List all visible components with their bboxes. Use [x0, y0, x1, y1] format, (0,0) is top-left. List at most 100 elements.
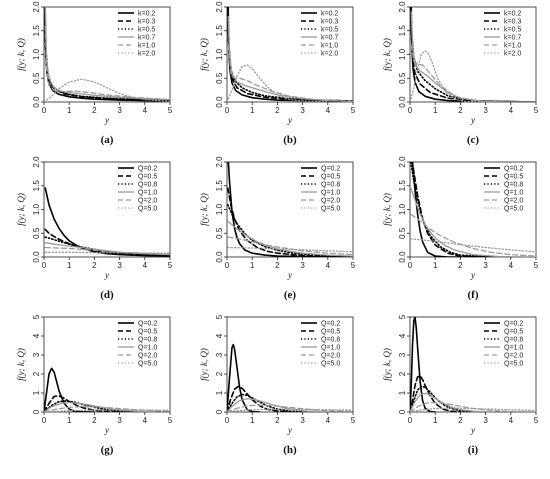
x-tick-label: 0: [408, 261, 413, 270]
series-line-k2.0: [44, 78, 170, 102]
x-tick-label: 1: [67, 106, 72, 115]
x-tick-label: 2: [458, 416, 463, 425]
x-tick-label: 0: [225, 416, 230, 425]
y-tick-label: 0.0: [215, 251, 224, 263]
series-line-Q0.2: [410, 317, 436, 412]
legend-label: k=2.0: [504, 51, 521, 58]
legend-label: k=0.2: [138, 11, 155, 18]
x-axis-label: y: [287, 115, 292, 125]
x-tick-label: 3: [300, 416, 305, 425]
legend-label: Q=1.0: [321, 345, 340, 352]
x-tick-label: 2: [92, 106, 97, 115]
x-tick-label: 2: [92, 261, 97, 270]
legend-label: Q=5.0: [504, 361, 523, 368]
series-line-Q5.0: [44, 251, 170, 254]
x-tick-label: 3: [300, 106, 305, 115]
legend-label: Q=0.5: [321, 174, 340, 181]
legend-label: Q=0.5: [138, 329, 157, 336]
panel-a: 0 1 2 3 4 50.00.51.01.52.0yf(y; k, Q)k=0.2k=0…: [16, 1, 173, 146]
x-tick-label: 3: [483, 261, 488, 270]
y-tick-label: 5: [32, 314, 41, 319]
series-line-Q1.0: [410, 187, 536, 257]
x-tick-label: 5: [534, 106, 539, 115]
legend-label: k=0.5: [321, 27, 338, 34]
x-tick-label: 4: [326, 261, 331, 270]
y-tick-label: 2.0: [32, 156, 41, 168]
x-tick-label: 4: [326, 106, 331, 115]
legend-label: Q=1.0: [138, 345, 157, 352]
x-tick-label: 0: [408, 416, 413, 425]
x-tick-label: 5: [351, 261, 356, 270]
x-axis-label: y: [470, 270, 475, 280]
legend-label: Q=0.8: [321, 182, 340, 189]
panel-b: 0 1 2 3 4 50.00.51.01.52.0yf(y; k, Q)k=0.2k=0…: [199, 1, 356, 146]
y-tick-label: 0: [398, 409, 407, 414]
legend-label: k=0.3: [504, 19, 521, 26]
x-tick-label: 3: [483, 416, 488, 425]
y-axis-label: f(y; k, Q): [199, 348, 209, 381]
series-line-Q5.0: [227, 408, 353, 412]
x-tick-label: 4: [509, 416, 514, 425]
legend-label: k=2.0: [321, 51, 338, 58]
legend-label: Q=0.8: [321, 337, 340, 344]
series-line-Q2.0: [227, 236, 353, 256]
series-line-k1.0: [44, 25, 170, 101]
y-tick-label: 0.0: [32, 251, 41, 263]
legend-label: Q=0.2: [504, 166, 523, 173]
legend-label: Q=2.0: [138, 353, 157, 360]
x-tick-label: 3: [117, 261, 122, 270]
x-axis-label: y: [470, 115, 475, 125]
y-axis-label: f(y; k, Q): [16, 348, 26, 381]
x-tick-label: 4: [143, 261, 148, 270]
x-tick-label: 5: [168, 416, 173, 425]
x-tick-label: 5: [351, 106, 356, 115]
x-tick-label: 0: [408, 106, 413, 115]
legend-label: Q=0.2: [321, 321, 340, 328]
legend-label: Q=0.8: [138, 337, 157, 344]
legend-label: Q=0.5: [504, 174, 523, 181]
x-tick-label: 0: [225, 106, 230, 115]
x-tick-label: 0: [42, 106, 47, 115]
legend-label: k=0.3: [321, 19, 338, 26]
legend-label: Q=0.2: [138, 321, 157, 328]
series-line-Q5.0: [410, 407, 536, 412]
x-tick-label: 5: [351, 416, 356, 425]
panel-c: 0 1 2 3 4 50.00.51.01.52.0yf(y; k, Q)k=0.2k=0…: [382, 1, 539, 146]
x-tick-label: 2: [92, 416, 97, 425]
series-line-Q0.5: [410, 375, 462, 412]
legend-label: Q=0.8: [138, 182, 157, 189]
y-tick-label: 2.0: [398, 1, 407, 13]
x-tick-label: 0: [42, 261, 47, 270]
legend-label: Q=1.0: [321, 190, 340, 197]
y-tick-label: 1.5: [398, 180, 407, 192]
y-axis-label: f(y; k, Q): [16, 193, 26, 226]
panel-caption: (g): [101, 444, 114, 456]
x-tick-label: 5: [168, 261, 173, 270]
series-line-Q2.0: [44, 406, 170, 412]
y-tick-label: 0.0: [32, 96, 41, 108]
series-line-Q2.0: [410, 401, 536, 412]
y-tick-label: 1.0: [32, 48, 41, 60]
series-line-Q1.0: [44, 242, 170, 256]
panel-d: 0 1 2 3 4 50.00.51.01.52.0yf(y; k, Q)Q=0.2Q=0…: [16, 156, 173, 301]
legend-label: Q=2.0: [138, 198, 157, 205]
legend-label: Q=1.0: [138, 190, 157, 197]
y-tick-label: 0.5: [398, 227, 407, 239]
y-tick-label: 0: [32, 409, 41, 414]
series-line-Q2.0: [44, 246, 170, 255]
x-tick-label: 5: [534, 416, 539, 425]
legend-label: k=0.2: [321, 11, 338, 18]
series-line-Q2.0: [410, 213, 536, 257]
y-axis-label: f(y; k, Q): [199, 193, 209, 226]
series-line-k0.7: [410, 11, 536, 102]
x-tick-label: 4: [143, 106, 148, 115]
x-axis-label: y: [287, 425, 292, 435]
y-tick-label: 5: [398, 314, 407, 319]
legend-label: Q=0.5: [138, 174, 157, 181]
legend-label: Q=0.2: [138, 166, 157, 173]
legend-label: k=0.3: [138, 19, 155, 26]
x-tick-label: 4: [509, 106, 514, 115]
series-line-k1.0: [410, 44, 536, 102]
series-line-k1.0: [227, 44, 353, 102]
y-tick-label: 4: [398, 333, 407, 338]
